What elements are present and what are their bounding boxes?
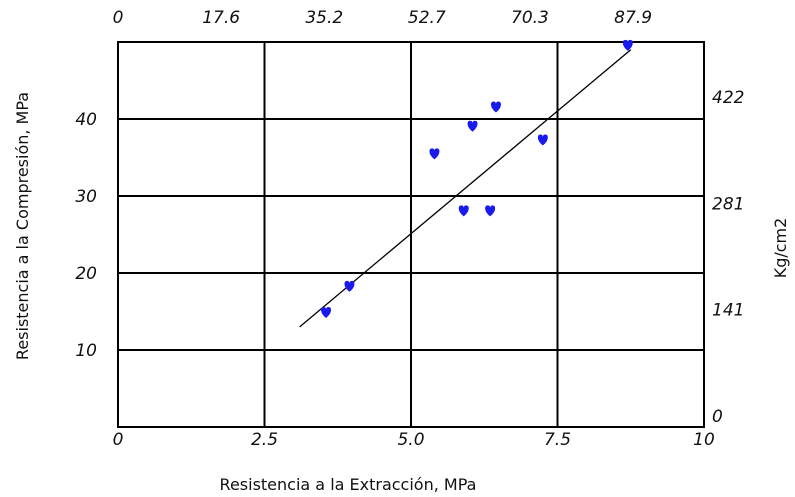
x-axis-label: Resistencia a la Extracción, MPa (220, 475, 477, 494)
x-tick-label: 5.0 (397, 430, 424, 450)
y2-tick-label: 141 (712, 301, 744, 321)
trend-line (299, 49, 632, 328)
data-point (429, 148, 440, 160)
x-tick-label: 10 (693, 430, 715, 450)
data-point (490, 101, 501, 113)
y2-tick-labels: 0 141 281 422 (712, 88, 744, 427)
x-tick-label: 7.5 (544, 430, 571, 450)
data-point (537, 134, 548, 146)
y2-axis-label: Kg/cm2 (771, 218, 790, 279)
data-point (485, 205, 496, 217)
x2-tick-label: 35.2 (305, 8, 343, 28)
y2-tick-label: 422 (712, 88, 744, 108)
x-tick-label: 2.5 (251, 430, 278, 450)
y2-tick-label: 281 (712, 194, 744, 214)
data-point (344, 280, 355, 292)
x-tick-label: 0 (113, 430, 124, 450)
x2-tick-label: 52.7 (408, 8, 446, 28)
data-point (467, 120, 478, 132)
x2-tick-label: 87.9 (614, 8, 652, 28)
data-points (321, 39, 633, 319)
data-point (321, 307, 332, 319)
data-point (622, 39, 633, 51)
y-axis-label: Resistencia a la Compresión, MPa (13, 92, 32, 360)
y-tick-labels: 10 20 30 40 (75, 110, 97, 361)
x2-tick-label: 0 (113, 8, 124, 28)
y-tick-label: 40 (75, 110, 97, 130)
grid-lines (118, 42, 704, 427)
x2-tick-label: 17.6 (202, 8, 240, 28)
y2-tick-label: 0 (712, 407, 723, 427)
x2-tick-label: 70.3 (511, 8, 549, 28)
y-tick-label: 30 (75, 187, 97, 207)
plot-frame (117, 41, 705, 428)
data-point (458, 205, 469, 217)
y-tick-label: 10 (75, 341, 97, 361)
y-tick-label: 20 (75, 264, 97, 284)
x2-tick-labels: 0 17.6 35.2 52.7 70.3 87.9 (113, 8, 652, 28)
x-tick-labels: 0 2.5 5.0 7.5 10 (113, 430, 715, 450)
